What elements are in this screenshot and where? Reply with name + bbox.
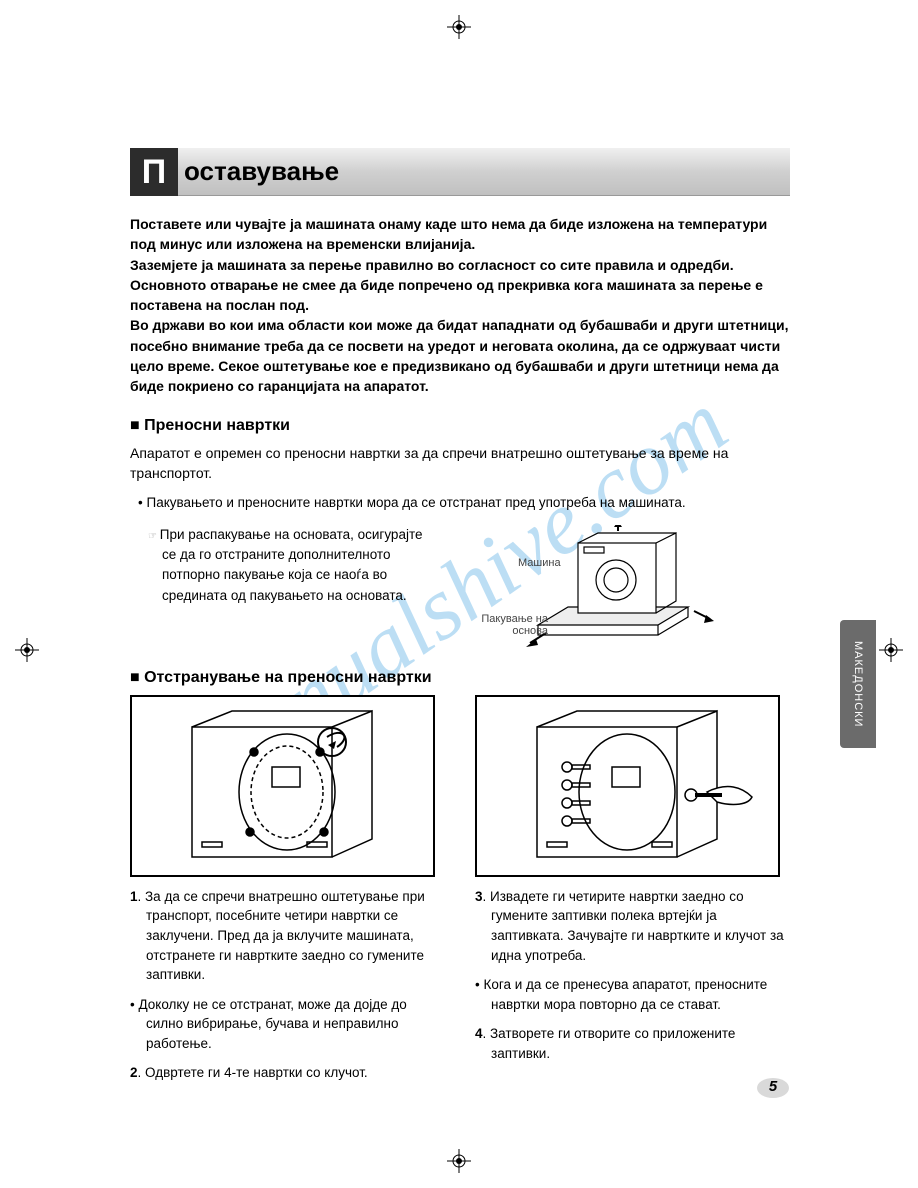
- intro-block: Поставете или чувајте ја машината онаму …: [130, 214, 790, 397]
- intro-p1: Поставете или чувајте ја машината онаму …: [130, 216, 767, 252]
- col-left: 1. За да се спречи внатрешно оштетување …: [130, 695, 445, 1093]
- step1: 1. За да се спречи внатрешно оштетување …: [130, 887, 445, 985]
- section2-heading: Отстранување на преносни навртки: [130, 669, 790, 687]
- step3-bullet: Кога и да се пренесува апаратот, преносн…: [475, 975, 790, 1014]
- registration-mark-right: [879, 638, 903, 662]
- step3: 3. Извадете ги четирите навртки заедно с…: [475, 887, 790, 965]
- intro-p2: Заземјете ја машината за перење правилно…: [130, 257, 734, 273]
- removal-columns: 1. За да се спречи внатрешно оштетување …: [130, 695, 790, 1093]
- registration-mark-bottom: [447, 1149, 471, 1173]
- col-right: 3. Извадете ги четирите навртки заедно с…: [475, 695, 790, 1093]
- title-text: оставување: [178, 148, 790, 196]
- section1-lead: Апаратот е опремен со преносни навртки з…: [130, 443, 790, 484]
- page-content: П оставување Поставете или чувајте ја ма…: [130, 148, 790, 1093]
- unpack-row: При распакување на основата, осигурајте …: [130, 525, 790, 655]
- fig-label-base: Пакување на основа: [468, 613, 548, 637]
- step4: 4. Затворете ги отворите со приложените …: [475, 1024, 790, 1063]
- step2: 2. Одвртете ги 4-те навртки со клучот.: [130, 1063, 445, 1083]
- registration-mark-left: [15, 638, 39, 662]
- registration-mark-top: [447, 15, 471, 39]
- section1-heading: Преносни навртки: [130, 417, 790, 435]
- intro-p3: Основното отварање не смее да биде попре…: [130, 277, 763, 313]
- fig-label-machine: Машина: [518, 557, 561, 569]
- language-tab: МАКЕДОНСКИ: [840, 620, 876, 748]
- step1-bullet: Доколку не се отстранат, може да дојде д…: [130, 995, 445, 1054]
- section1-pointer: При распакување на основата, осигурајте …: [148, 525, 438, 606]
- figure-step3: [475, 695, 780, 877]
- section1-bullet: Пакувањето и преносните навртки мора да …: [138, 493, 790, 513]
- unpack-figure: Машина Пакување на основа: [458, 525, 728, 655]
- figure-step1: [130, 695, 435, 877]
- title-initial: П: [130, 148, 178, 196]
- intro-p4: Во држави во кои има области кои може да…: [130, 317, 789, 394]
- page-title-bar: П оставување: [130, 148, 790, 196]
